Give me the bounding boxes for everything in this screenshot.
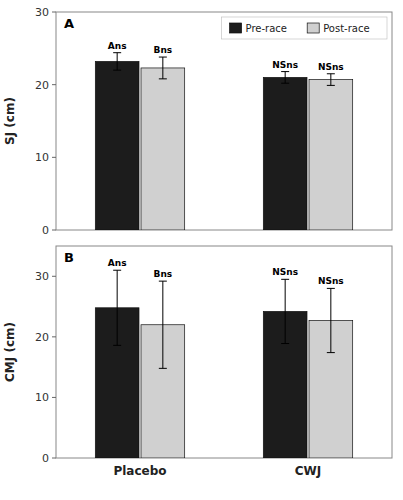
bar: [309, 80, 353, 230]
y-axis-label: SJ (cm): [3, 97, 17, 145]
bar: [95, 61, 139, 230]
legend-swatch: [307, 23, 319, 33]
bar: [141, 68, 185, 230]
legend: Pre-race Post-race: [222, 17, 387, 39]
legend-label: Post-race: [323, 23, 369, 34]
error-bar: [327, 74, 335, 86]
y-tick: [52, 84, 56, 85]
y-tick: [52, 397, 56, 398]
x-tick-label: Placebo: [113, 464, 166, 478]
y-tick-label: 10: [35, 391, 49, 404]
y-tick-label: 0: [42, 452, 49, 465]
plot-frame: [56, 12, 392, 230]
y-tick: [52, 12, 56, 13]
panel-label: A: [64, 16, 74, 31]
error-bar: [281, 279, 289, 343]
error-bar: [113, 270, 121, 345]
marks: [95, 53, 352, 230]
legend-label: Pre-race: [246, 23, 287, 34]
panel: 0 10 20 30 CMJ (cm) Placebo CWJ Ans NSns Bns NSns B: [3, 246, 392, 478]
y-tick: [52, 157, 56, 158]
panel-label: B: [64, 250, 74, 265]
y-tick-label: 30: [35, 6, 49, 19]
x-tick-label: CWJ: [295, 464, 322, 478]
y-tick-label: 10: [35, 151, 49, 164]
y-tick-label: 20: [35, 331, 49, 344]
y-tick-label: 20: [35, 79, 49, 92]
legend-swatch: [230, 23, 242, 33]
error-bar: [113, 53, 121, 70]
y-tick: [52, 276, 56, 277]
legend-frame: [222, 17, 387, 39]
annotation: Ans: [108, 41, 127, 51]
y-tick: [52, 458, 56, 459]
panel: 0 10 20 30 SJ (cm) Ans NSns Bns NSns A Pre-race Pos…: [3, 6, 392, 237]
error-bar: [159, 281, 167, 368]
annotation: Bns: [154, 269, 173, 279]
y-tick-label: 0: [42, 224, 49, 237]
y-tick: [52, 230, 56, 231]
plot-frame: [56, 246, 392, 458]
annotation: NSns: [272, 60, 298, 70]
annotation: NSns: [318, 62, 344, 72]
error-bar: [159, 57, 167, 79]
marks: [95, 270, 352, 458]
annotation: Ans: [108, 258, 127, 268]
bar: [263, 77, 307, 230]
error-bar: [281, 72, 289, 84]
error-bar: [327, 288, 335, 352]
annotation: NSns: [272, 267, 298, 277]
y-tick: [52, 336, 56, 337]
figure: 0 10 20 30 SJ (cm) Ans NSns Bns NSns A Pre-race Pos…: [0, 0, 403, 500]
annotation: NSns: [318, 276, 344, 286]
annotation: Bns: [154, 45, 173, 55]
y-tick-label: 30: [35, 270, 49, 283]
y-axis-label: CMJ (cm): [3, 322, 17, 382]
